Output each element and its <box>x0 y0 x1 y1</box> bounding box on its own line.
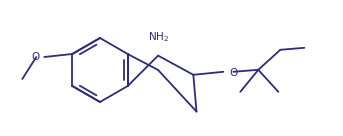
Text: O: O <box>229 68 238 78</box>
Text: NH$_2$: NH$_2$ <box>147 30 169 44</box>
Text: O: O <box>31 52 39 62</box>
